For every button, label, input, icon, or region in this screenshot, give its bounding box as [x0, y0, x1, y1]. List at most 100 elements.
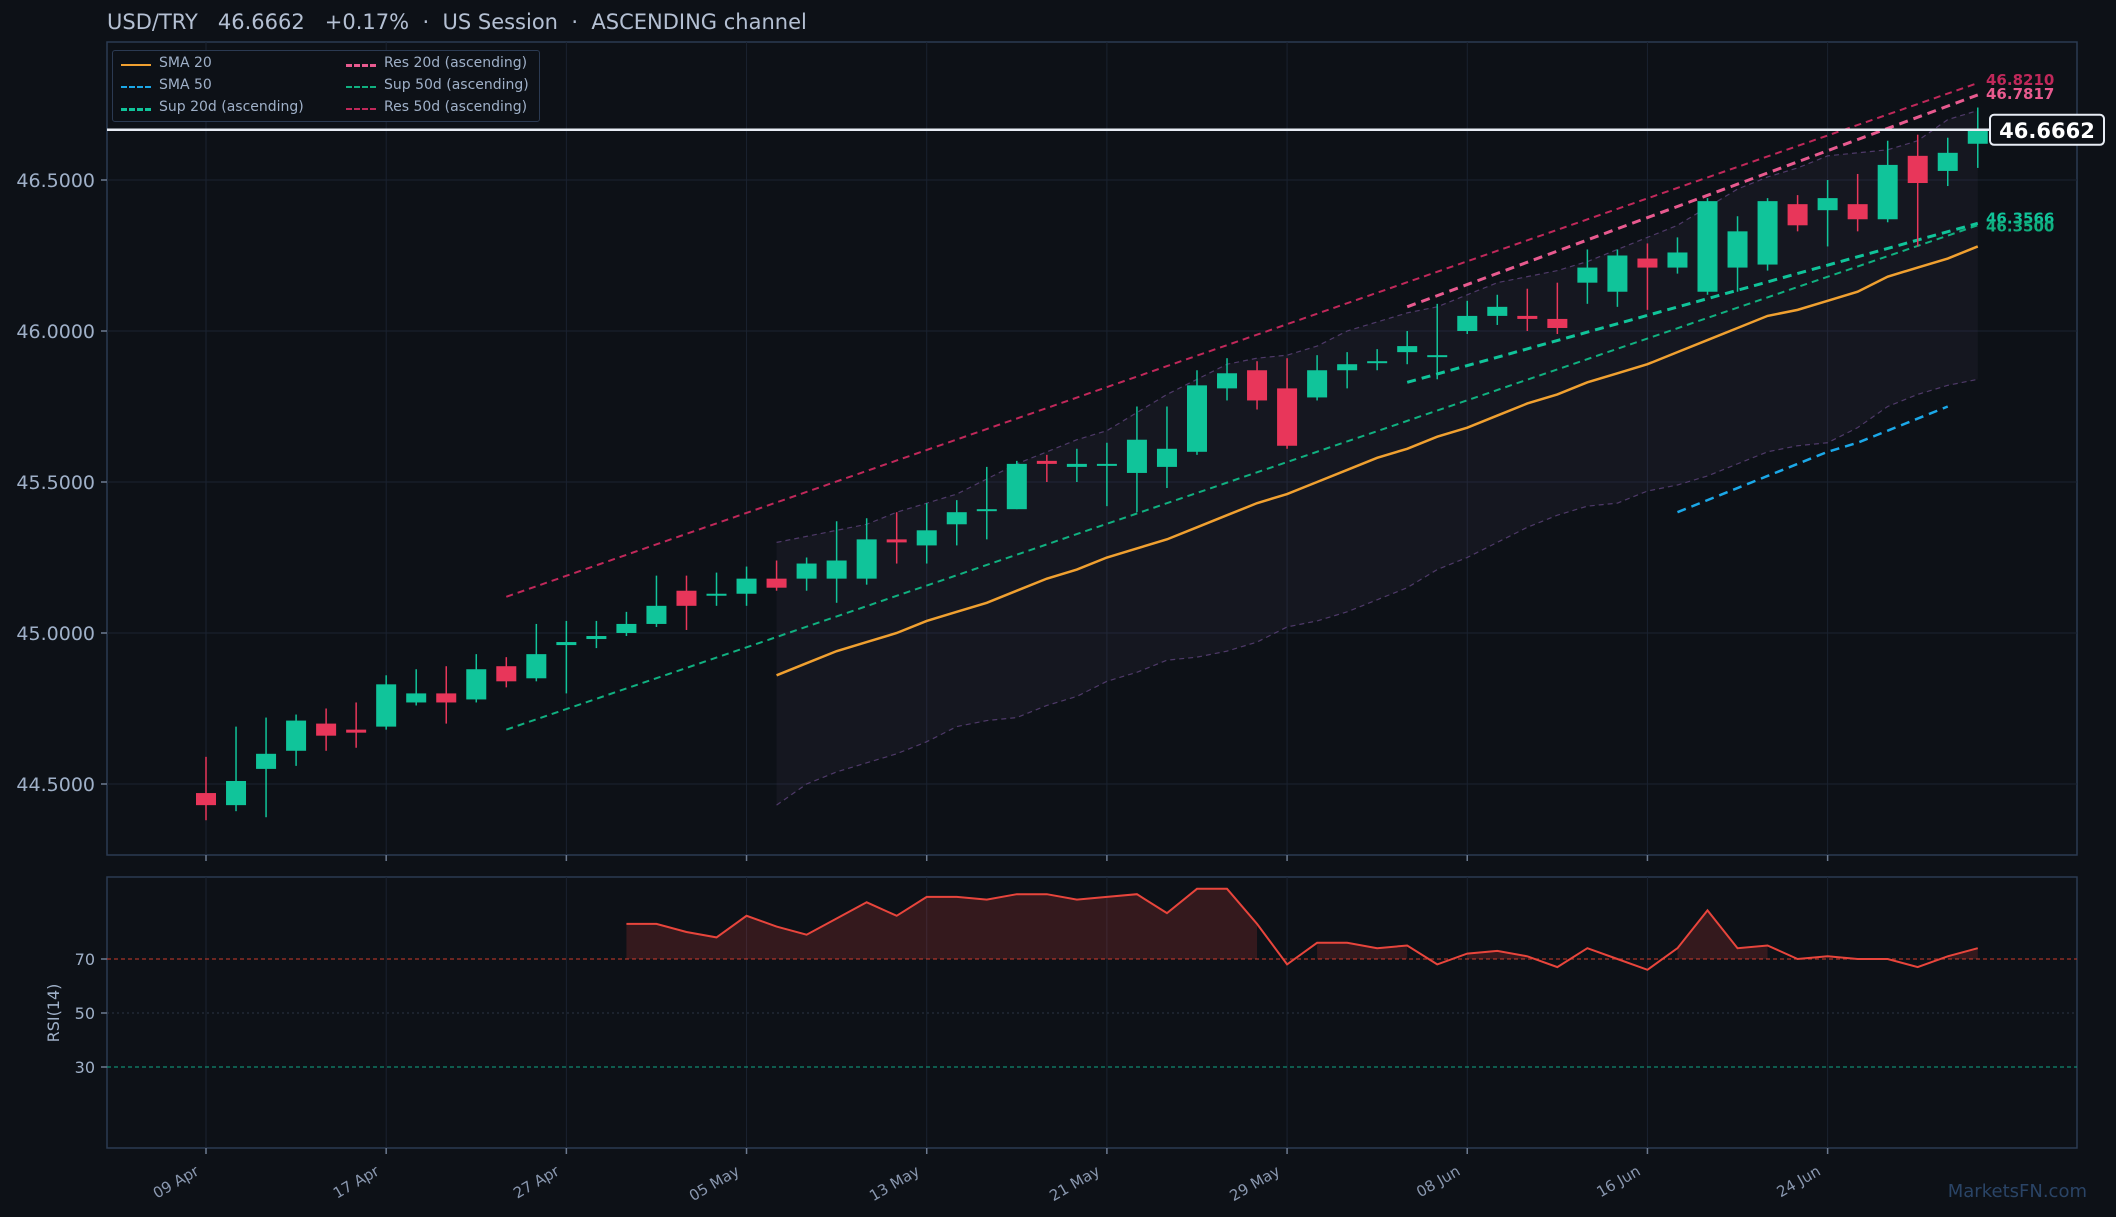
candle-body	[1787, 204, 1808, 226]
candle-body	[916, 530, 937, 546]
candle	[226, 726, 247, 812]
legend-label: Sup 50d (ascending)	[384, 77, 529, 93]
candle-body	[1397, 346, 1418, 353]
x-tick-label: 24 Jun	[1774, 1162, 1824, 1201]
candle	[1036, 454, 1057, 482]
candle-body	[1337, 364, 1358, 371]
candle	[616, 611, 637, 637]
candle-body	[556, 642, 577, 646]
candle	[256, 717, 277, 818]
candle	[1757, 198, 1778, 271]
separator: ·	[422, 10, 430, 34]
candle-body	[1877, 164, 1898, 220]
current-price-label: 46.6662	[1999, 119, 2095, 143]
candle	[1006, 460, 1027, 510]
candle	[826, 521, 847, 603]
candle	[766, 560, 787, 591]
legend-label: SMA 50	[159, 77, 212, 93]
candle-body	[1126, 439, 1147, 473]
candle-body	[1907, 155, 1928, 184]
candle-body	[766, 578, 787, 588]
x-tick-label: 08 Jun	[1413, 1162, 1463, 1201]
candle-body	[1937, 152, 1958, 171]
candle-body	[466, 669, 487, 700]
candle	[706, 572, 727, 606]
candle	[496, 657, 517, 688]
candle	[1397, 331, 1418, 365]
candle-body	[616, 623, 637, 633]
sma50-line	[1677, 405, 1949, 514]
candle	[1457, 300, 1478, 335]
candle	[796, 557, 817, 591]
y-tick-label: 45.5000	[16, 472, 95, 494]
candle-body	[1186, 385, 1207, 452]
candle-body	[1727, 231, 1748, 268]
candle	[1727, 216, 1748, 292]
candle	[1517, 288, 1538, 331]
candle	[1367, 349, 1388, 371]
candle-body	[1757, 201, 1778, 265]
candle-body	[676, 590, 697, 606]
rsi-y-tick-label: 50	[75, 1004, 95, 1023]
candle	[1487, 294, 1508, 325]
bollinger-upper-line	[776, 109, 1978, 543]
candle	[1337, 352, 1358, 389]
rsi-overbought-fill	[626, 888, 1258, 959]
y-tick-label: 46.0000	[16, 321, 95, 343]
candle	[1937, 137, 1958, 187]
candle-body	[1487, 306, 1508, 316]
candle	[286, 714, 307, 766]
candle-body	[406, 693, 427, 703]
rsi-axis-label: RSI(14)	[44, 984, 63, 1043]
candle-body	[1607, 255, 1628, 292]
candle-body	[706, 593, 727, 596]
candle-body	[1457, 315, 1478, 331]
candle	[586, 620, 607, 649]
candle	[1307, 355, 1328, 401]
candle-body	[1277, 388, 1298, 446]
candle	[436, 666, 457, 724]
chart-legend: SMA 20 SMA 50 Sup 20d (ascending) Res 20…	[112, 50, 540, 122]
channel-line	[1406, 93, 1979, 309]
watermark: MarketsFN.com	[1948, 1181, 2087, 1202]
candle-body	[286, 720, 307, 751]
candle-body	[736, 578, 757, 594]
candle-body	[826, 560, 847, 579]
price-panel	[106, 41, 2078, 856]
rsi-overbought-fill	[1317, 942, 1408, 959]
candle-body	[886, 539, 907, 543]
price-label: 46.6662	[217, 10, 305, 34]
candle-body	[436, 693, 457, 703]
candle	[1637, 243, 1658, 310]
x-tick-label: 16 Jun	[1593, 1162, 1643, 1201]
channel-line	[505, 82, 1979, 598]
candle-body	[1577, 267, 1598, 283]
candle-body	[346, 729, 367, 733]
channel-label: ASCENDING channel	[591, 10, 807, 34]
candle-body	[1006, 463, 1027, 510]
candle	[556, 620, 577, 694]
x-tick-label: 29 May	[1227, 1162, 1284, 1205]
candle	[676, 575, 697, 630]
candle-body	[1547, 318, 1568, 328]
y-tick-label: 44.5000	[16, 774, 95, 796]
x-tick-label: 09 Apr	[150, 1161, 203, 1202]
legend-item-res50: Res 50d (ascending)	[346, 99, 527, 115]
candle	[1277, 358, 1298, 449]
candle-body	[1847, 204, 1868, 220]
candle-body	[1697, 201, 1718, 292]
candle-body	[856, 539, 877, 579]
candle-body	[1096, 463, 1117, 466]
candle	[646, 575, 667, 627]
candle	[1547, 282, 1568, 335]
candle-body	[1667, 252, 1688, 268]
candle-body	[1367, 361, 1388, 364]
x-tick-label: 05 May	[686, 1162, 743, 1205]
candle	[916, 503, 937, 564]
legend-label: SMA 20	[159, 55, 212, 71]
candle	[1066, 448, 1087, 482]
current-price-badge	[1989, 113, 2105, 146]
candle	[526, 623, 547, 682]
candle	[1217, 358, 1238, 401]
candle-body	[196, 793, 216, 806]
